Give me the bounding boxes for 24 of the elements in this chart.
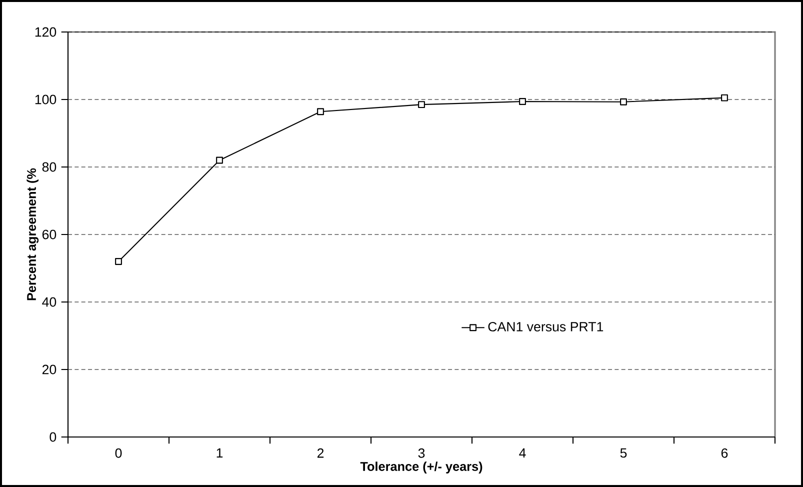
y-tick-label: 100 [35, 94, 56, 104]
legend-label: CAN1 versus PRT1 [488, 322, 604, 332]
point [115, 258, 122, 265]
y-tick-label: 20 [42, 364, 56, 374]
point [418, 101, 425, 108]
y-tick-label: 120 [35, 27, 56, 37]
x-tick-label: 1 [216, 448, 223, 458]
x-tick-label: 2 [317, 448, 324, 458]
x-tick-label: 4 [519, 448, 526, 458]
y-tick-label: 40 [42, 297, 56, 307]
point [519, 98, 526, 105]
point [317, 108, 324, 116]
point [721, 94, 728, 102]
point [620, 98, 627, 106]
y-tick-label: 80 [42, 162, 56, 172]
y-axis-title: Percent agreement (% [26, 168, 39, 300]
x-axis-title: Tolerance (+/- years) [360, 462, 482, 474]
x-tick-label: 0 [115, 448, 122, 458]
x-tick-label: 5 [620, 448, 627, 458]
y-tick-label: 60 [42, 230, 56, 240]
x-tick-label: 6 [721, 448, 728, 458]
point [216, 156, 223, 164]
x-tick-label: 3 [418, 448, 425, 458]
y-tick-label: 0 [50, 432, 56, 442]
